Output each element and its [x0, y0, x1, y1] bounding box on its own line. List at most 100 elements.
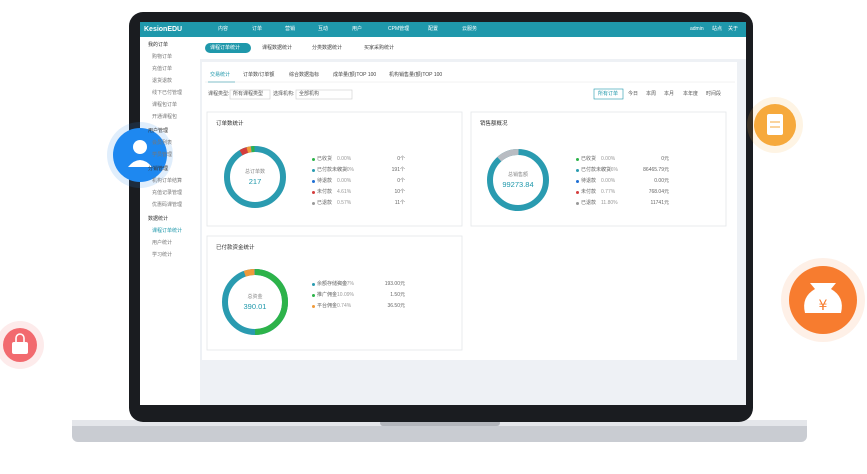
legend-percent: 0.74% — [337, 303, 352, 309]
donut-label: 总销售额 — [507, 172, 528, 178]
legend-dot — [312, 169, 315, 172]
filter-select[interactable]: 所有课程类型 — [233, 91, 264, 97]
logo: KesionEDU — [144, 26, 183, 33]
legend-dot — [312, 305, 315, 308]
legend-name: 待退款 — [581, 178, 597, 184]
legend-name: 已收货 — [317, 156, 333, 162]
user-name: admin — [690, 26, 704, 32]
sidebar-item[interactable]: 优惠码课管理 — [152, 202, 183, 208]
card-title: 销售额概况 — [480, 121, 508, 127]
legend-percent: 4.61% — [337, 189, 352, 195]
tab[interactable]: 分类数据统计 — [312, 45, 343, 51]
sidebar-item[interactable]: 充值记录管理 — [152, 190, 183, 196]
legend-name: 已退款 — [317, 200, 333, 206]
legend-dot — [576, 158, 579, 161]
sidebar-heading: 分销管理 — [148, 166, 169, 172]
legend-name: 余额存储资金 — [317, 281, 348, 287]
filter-label: 课程类型: — [208, 91, 230, 97]
legend-percent: 87.16% — [601, 167, 618, 173]
legend-dot — [576, 169, 579, 172]
legend-name: 已付款未收货 — [581, 167, 612, 173]
sub-tab[interactable]: 成单量(额)TOP 100 — [333, 72, 377, 78]
legend-name: 平台佣金 — [317, 303, 338, 309]
sub-tab[interactable]: 综合数据指标 — [289, 72, 320, 78]
nav-item[interactable]: 内容 — [218, 26, 229, 32]
tab[interactable]: 买家采购统计 — [364, 45, 395, 51]
period-button[interactable]: 时间段 — [706, 91, 722, 97]
legend-dot — [312, 202, 315, 205]
legend-amount: 0个 — [397, 178, 405, 184]
nav-item[interactable]: 配置 — [428, 26, 439, 32]
tab[interactable]: 课程数据统计 — [262, 45, 293, 51]
period-button[interactable]: 本年度 — [683, 91, 699, 97]
legend-percent: 0.00% — [337, 178, 352, 184]
donut-label: 总资金 — [247, 294, 263, 300]
nav-item[interactable]: 云服务 — [462, 26, 478, 32]
legend-dot — [312, 191, 315, 194]
legend-name: 未付款 — [581, 189, 597, 195]
sidebar-item[interactable]: 购物订单 — [152, 54, 173, 60]
legend-name: 已收货 — [581, 156, 597, 162]
sidebar-item[interactable]: 充值订单 — [152, 66, 173, 72]
sidebar-heading: 用户管理 — [148, 128, 169, 134]
period-button[interactable]: 本周 — [646, 91, 657, 97]
period-button[interactable]: 今日 — [628, 91, 639, 97]
legend-name: 已付款未收货 — [317, 167, 348, 173]
legend-dot — [576, 191, 579, 194]
legend-percent: 49.97% — [337, 281, 354, 287]
legend-percent: 0.00% — [601, 178, 616, 184]
top-link: 关于 — [728, 26, 739, 32]
sidebar-item[interactable]: 会员列表 — [152, 140, 173, 146]
sub-tab[interactable]: 交易统计 — [210, 72, 231, 78]
sidebar-heading: 数据统计 — [148, 216, 169, 222]
legend-amount: 36.50元 — [387, 303, 405, 309]
sidebar-item[interactable]: 学员管理 — [152, 152, 173, 158]
sidebar-item[interactable]: 课程订单统计 — [152, 228, 183, 234]
legend-percent: 95.00% — [337, 167, 354, 173]
nav-item[interactable]: CPM管理 — [388, 26, 410, 32]
nav-item[interactable]: 用户 — [352, 26, 363, 32]
donut-value: 99273.84 — [502, 180, 534, 189]
donut-value: 390.01 — [243, 302, 267, 311]
sidebar-item[interactable]: 开通课程包 — [152, 114, 178, 120]
card-title: 已付款资金统计 — [216, 245, 255, 251]
nav-item[interactable]: 营销 — [285, 26, 296, 32]
legend-dot — [576, 180, 579, 183]
top-link: 站点 — [712, 26, 723, 32]
donut-label: 总订单数 — [244, 169, 265, 175]
legend-amount: 10个 — [394, 189, 405, 195]
sub-tab[interactable]: 机构销售量(额)TOP 100 — [389, 72, 443, 78]
legend-name: 待退款 — [317, 178, 333, 184]
period-button[interactable]: 本月 — [664, 91, 675, 97]
legend-percent: 10.09% — [337, 292, 354, 298]
sidebar-item[interactable]: 学习统计 — [152, 252, 173, 258]
legend-amount: 11个 — [394, 200, 405, 206]
sidebar-item[interactable]: 退货退款 — [152, 78, 173, 84]
legend-amount: 1.50元 — [390, 292, 405, 298]
sidebar-item[interactable]: 课程包订单 — [152, 102, 178, 108]
tab[interactable]: 课程订单统计 — [210, 45, 241, 51]
legend-amount: 191个 — [391, 167, 405, 173]
sidebar-item[interactable]: 机构订单结算 — [152, 178, 183, 184]
legend-dot — [312, 180, 315, 183]
filter-label: 选择机构: — [273, 91, 295, 97]
legend-amount: 0元 — [661, 156, 669, 162]
sidebar-heading: 我的订单 — [148, 42, 169, 48]
filter-select[interactable]: 全部机构 — [299, 91, 320, 97]
legend-name: 未付款 — [317, 189, 333, 195]
legend-dot — [576, 202, 579, 205]
sub-tab[interactable]: 订单数/订单额 — [243, 72, 275, 78]
legend-percent: 0.57% — [337, 200, 352, 206]
nav-item[interactable]: 互动 — [318, 26, 329, 32]
donut-value: 217 — [248, 177, 262, 186]
svg-text:¥: ¥ — [819, 298, 828, 314]
legend-name: 推广佣金 — [317, 292, 338, 298]
nav-item[interactable]: 订单 — [252, 26, 263, 32]
legend-percent: 0.77% — [601, 189, 616, 195]
sidebar-item[interactable]: 线下已付管理 — [152, 90, 183, 96]
sidebar-item[interactable]: 用户统计 — [152, 240, 173, 246]
legend-amount: 193.00元 — [384, 281, 405, 287]
legend-dot — [312, 283, 315, 286]
period-button[interactable]: 所有订单 — [598, 91, 619, 97]
legend-percent: 0.00% — [601, 156, 616, 162]
